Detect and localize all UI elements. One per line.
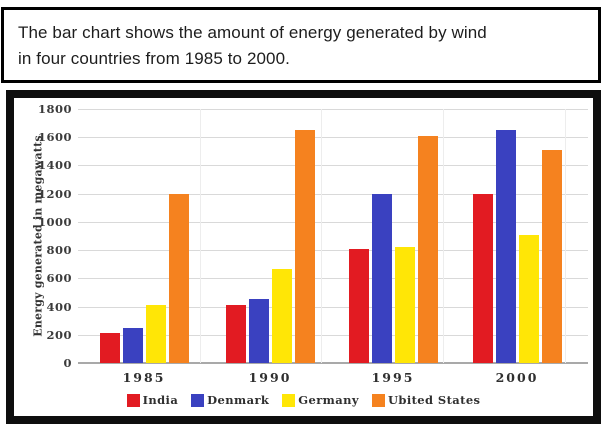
x-tick-label-1995: 1995: [371, 370, 415, 385]
legend-label: India: [142, 393, 179, 407]
h-gridline-1600: [78, 137, 588, 139]
y-tick-label-200: 200: [46, 327, 72, 342]
bar-india-1990: [226, 305, 246, 363]
bar-group-1990: [226, 109, 315, 363]
legend-swatch-india: [126, 393, 140, 407]
bar-germany-2000: [519, 234, 539, 363]
legend-item-ubited-states: Ubited States: [371, 393, 481, 407]
bar-denmark-1995: [372, 193, 392, 363]
bar-india-2000: [473, 193, 493, 363]
legend-label: Ubited States: [387, 393, 481, 407]
caption-line-2: in four countries from 1985 to 2000.: [18, 49, 290, 68]
bar-denmark-1990: [249, 298, 269, 363]
y-tick-label-1000: 1000: [37, 214, 72, 229]
bar-group-1985: [100, 109, 189, 363]
bar-ubited-states-1990: [295, 130, 315, 363]
caption-box: The bar chart shows the amount of energy…: [1, 7, 601, 83]
y-tick-label-1400: 1400: [37, 158, 72, 173]
v-gridline-4: [565, 109, 566, 363]
v-gridline-1: [200, 109, 201, 363]
bar-india-1985: [100, 333, 120, 363]
bar-group-1995: [349, 109, 438, 363]
bar-ubited-states-2000: [542, 149, 562, 363]
x-axis-line: [78, 362, 588, 364]
bar-denmark-2000: [496, 130, 516, 363]
y-tick-label-1200: 1200: [37, 186, 72, 201]
bar-germany-1990: [272, 269, 292, 363]
x-tick-label-1990: 1990: [248, 370, 292, 385]
y-tick-label-1600: 1600: [37, 130, 72, 145]
legend-label: Germany: [298, 393, 359, 407]
legend-label: Denmark: [207, 393, 270, 407]
x-tick-label-1985: 1985: [122, 370, 166, 385]
h-gridline-1400: [78, 165, 588, 167]
y-tick-label-800: 800: [46, 243, 72, 258]
bar-ubited-states-1985: [169, 193, 189, 363]
y-tick-label-0: 0: [63, 356, 72, 370]
h-gridline-600: [78, 278, 588, 280]
legend: India Denmark Germany Ubited States: [14, 393, 593, 407]
caption-line-1: The bar chart shows the amount of energy…: [18, 23, 487, 42]
chart-plot-region: Energy generated in megawatts India Denma…: [14, 98, 593, 416]
bar-germany-1985: [146, 305, 166, 363]
legend-swatch-ubited-states: [371, 393, 385, 407]
h-gridline-1000: [78, 221, 588, 223]
legend-swatch-germany: [282, 393, 296, 407]
h-gridline-1800: [78, 109, 588, 110]
bar-chart: Energy generated in megawatts India Denma…: [6, 90, 601, 424]
y-tick-label-400: 400: [46, 299, 72, 314]
h-gridline-1200: [78, 193, 588, 195]
bar-ubited-states-1995: [418, 135, 438, 363]
h-gridline-200: [78, 334, 588, 336]
v-gridline-2: [321, 109, 322, 363]
bar-india-1995: [349, 248, 369, 363]
y-tick-label-600: 600: [46, 271, 72, 286]
legend-swatch-denmark: [191, 393, 205, 407]
bar-denmark-1985: [123, 327, 143, 363]
x-tick-label-2000: 2000: [495, 370, 539, 385]
bar-group-2000: [473, 109, 562, 363]
bar-germany-1995: [395, 247, 415, 363]
legend-item-germany: Germany: [282, 393, 359, 407]
h-gridline-800: [78, 250, 588, 252]
v-gridline-3: [443, 109, 444, 363]
y-tick-label-1800: 1800: [37, 102, 72, 116]
h-gridline-400: [78, 306, 588, 308]
legend-item-denmark: Denmark: [191, 393, 269, 407]
legend-item-india: India: [126, 393, 179, 407]
